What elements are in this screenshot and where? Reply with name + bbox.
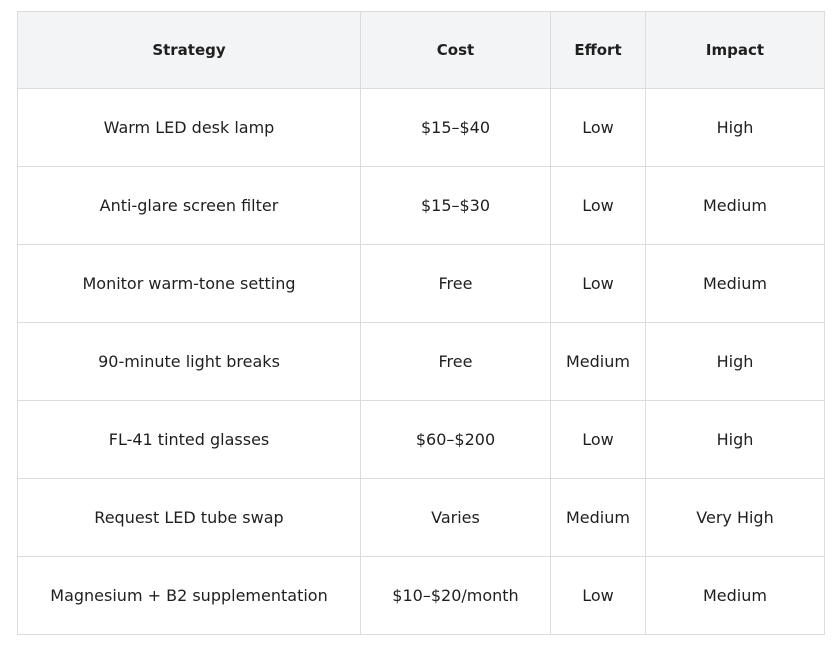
table-cell: Request LED tube swap xyxy=(17,478,361,557)
table-cell: $15–$30 xyxy=(360,166,551,245)
table-cell: Magnesium + B2 supplementation xyxy=(17,556,361,635)
table-row: Magnesium + B2 supplementation $10–$20/mo… xyxy=(17,556,825,635)
table-cell: Medium xyxy=(645,244,825,323)
header-cell: Impact xyxy=(645,11,825,89)
table-head: Strategy Cost Effort Impact xyxy=(17,11,825,89)
table-cell: Medium xyxy=(550,478,646,557)
header-cell: Cost xyxy=(360,11,551,89)
table-cell: Low xyxy=(550,556,646,635)
table-cell: Medium xyxy=(550,322,646,401)
header-cell: Strategy xyxy=(17,11,361,89)
header-cell: Effort xyxy=(550,11,646,89)
strategy-table: Strategy Cost Effort Impact Warm LED desk l… xyxy=(17,11,825,635)
table-cell: 90-minute light breaks xyxy=(17,322,361,401)
header-row: Strategy Cost Effort Impact xyxy=(17,11,825,89)
table-cell: FL-41 tinted glasses xyxy=(17,400,361,479)
table-row: Monitor warm-tone setting Free Low Medium xyxy=(17,244,825,323)
table-cell: Medium xyxy=(645,166,825,245)
table-cell: Very High xyxy=(645,478,825,557)
table-cell: High xyxy=(645,400,825,479)
table-row: Request LED tube swap Varies Medium Very Hi… xyxy=(17,478,825,557)
table-row: 90-minute light breaks Free Medium High xyxy=(17,322,825,401)
table-row: Anti-glare screen filter $15–$30 Low Medium xyxy=(17,166,825,245)
table-cell: $15–$40 xyxy=(360,88,551,167)
table-cell: Monitor warm-tone setting xyxy=(17,244,361,323)
table-cell: Low xyxy=(550,88,646,167)
table-cell: Varies xyxy=(360,478,551,557)
table-row: Warm LED desk lamp $15–$40 Low High xyxy=(17,88,825,167)
table-cell: High xyxy=(645,322,825,401)
table-cell: High xyxy=(645,88,825,167)
table-cell: Low xyxy=(550,244,646,323)
table-cell: $60–$200 xyxy=(360,400,551,479)
table-cell: Anti-glare screen filter xyxy=(17,166,361,245)
table-cell: $10–$20/month xyxy=(360,556,551,635)
table-row: FL-41 tinted glasses $60–$200 Low High xyxy=(17,400,825,479)
table-cell: Warm LED desk lamp xyxy=(17,88,361,167)
table-cell: Medium xyxy=(645,556,825,635)
table-body: Warm LED desk lamp $15–$40 Low High Anti-gla… xyxy=(17,88,825,635)
table-cell: Low xyxy=(550,166,646,245)
table-cell: Free xyxy=(360,244,551,323)
table-cell: Low xyxy=(550,400,646,479)
table-cell: Free xyxy=(360,322,551,401)
table-container: Strategy Cost Effort Impact Warm LED desk l… xyxy=(17,11,825,635)
